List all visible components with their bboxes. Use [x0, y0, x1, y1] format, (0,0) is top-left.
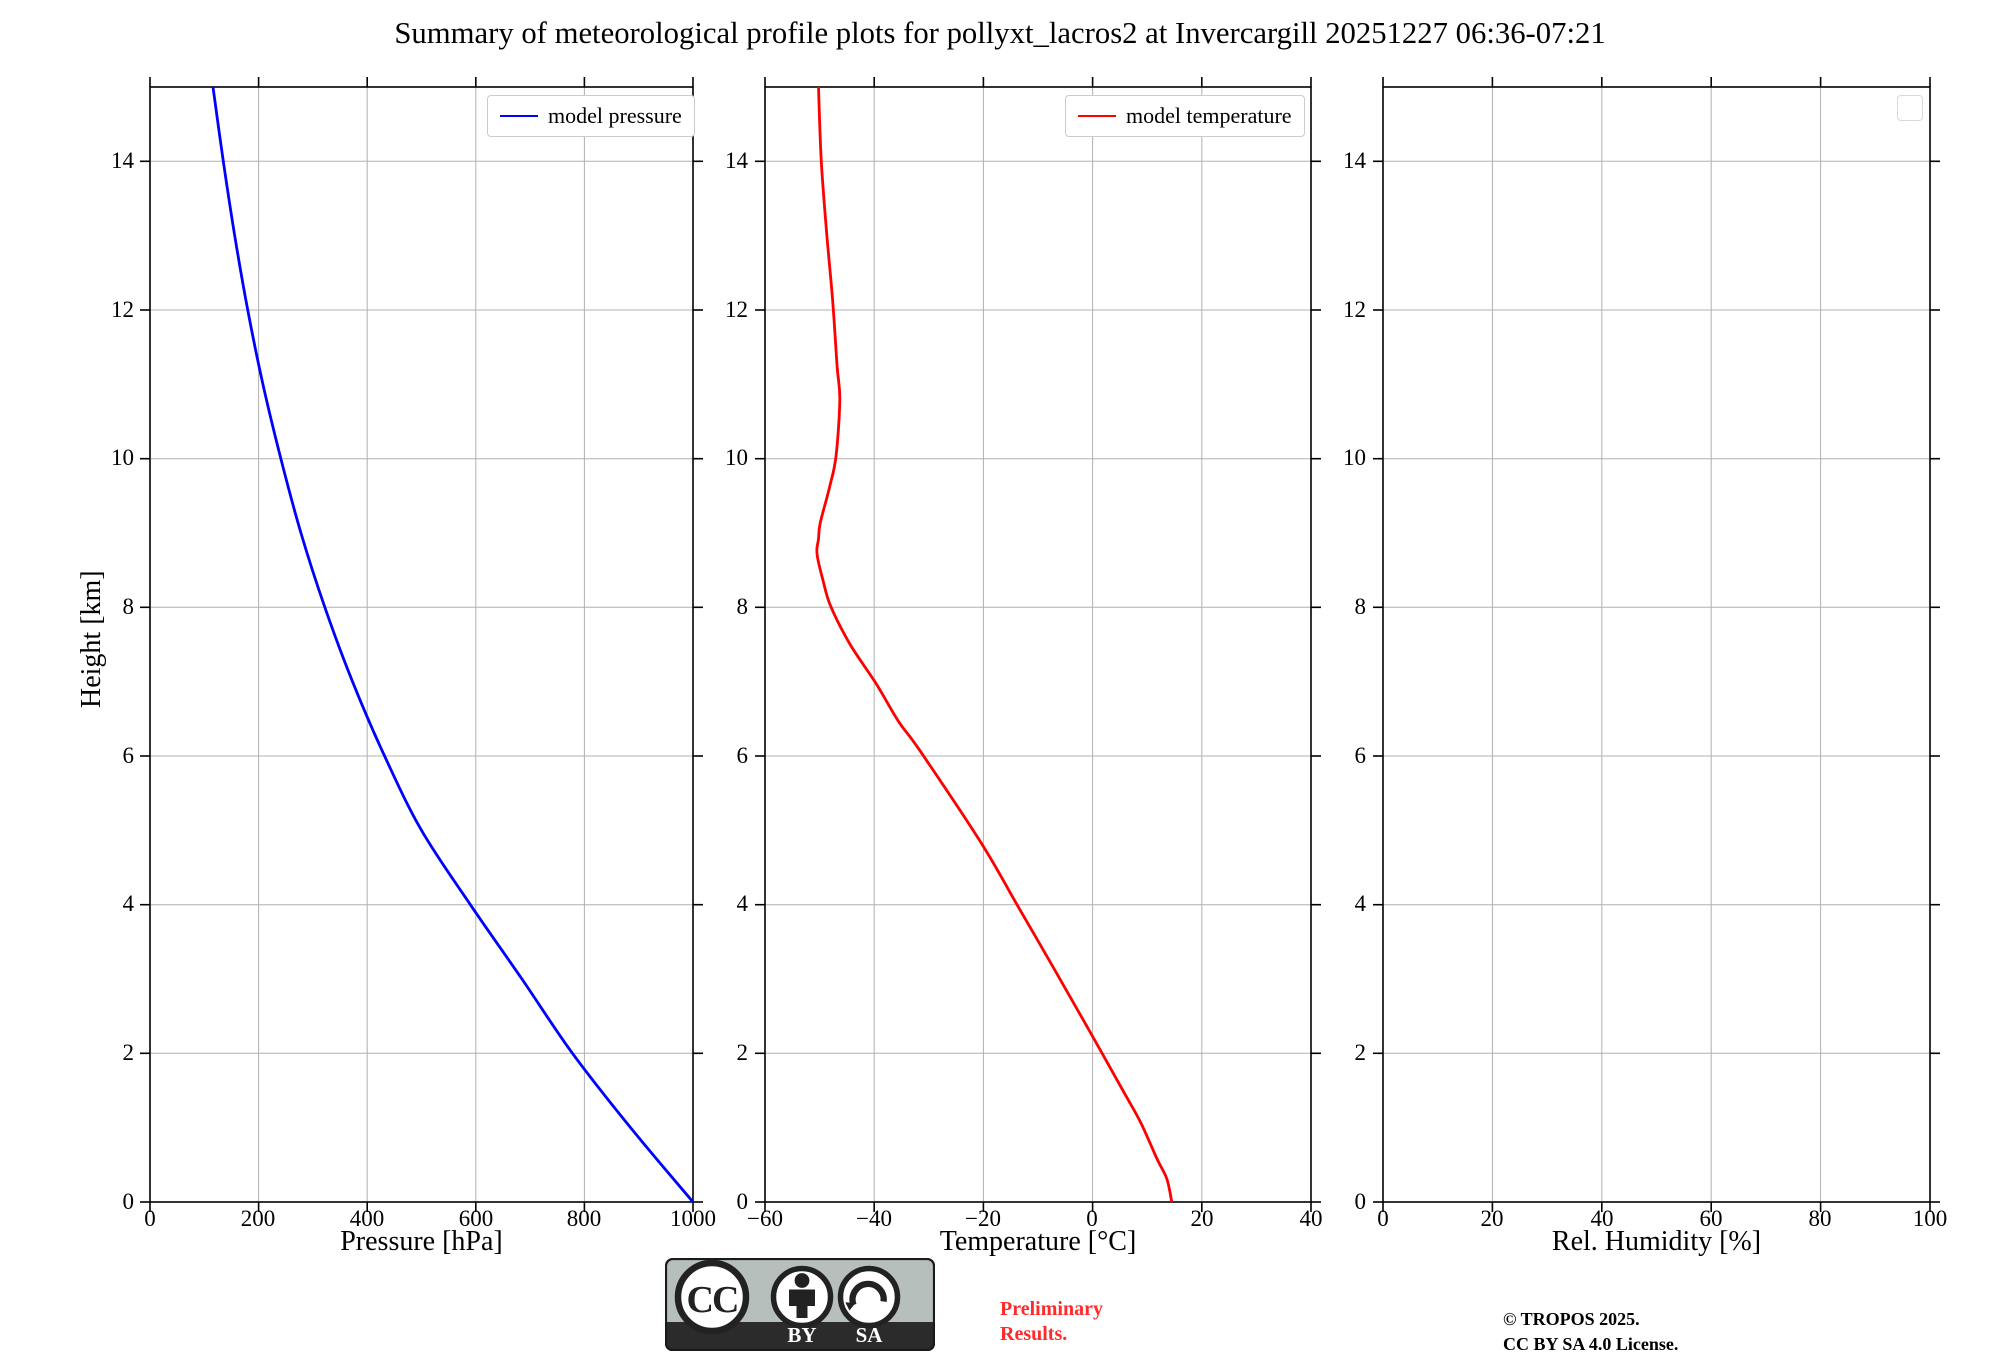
- svg-text:CC: CC: [687, 1279, 738, 1321]
- svg-text:SA: SA: [856, 1323, 884, 1347]
- svg-text:BY: BY: [787, 1323, 816, 1347]
